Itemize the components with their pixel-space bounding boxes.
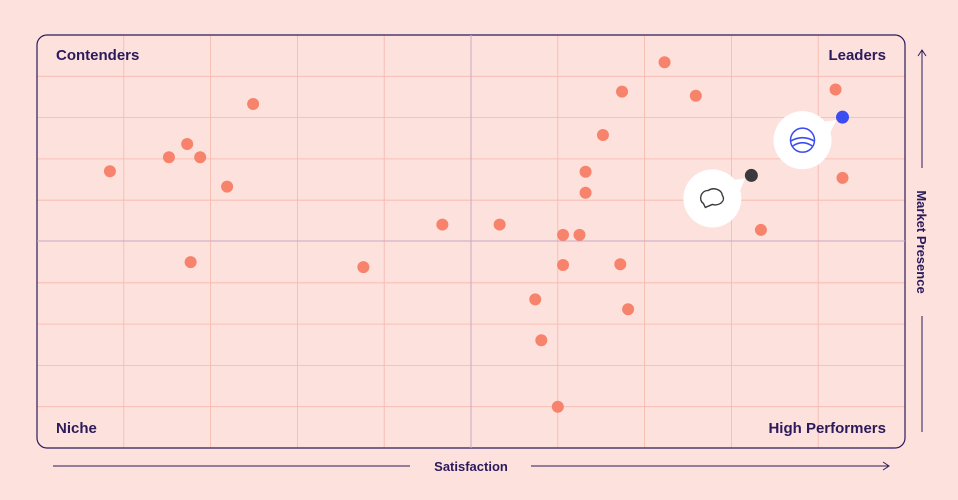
data-point bbox=[614, 258, 627, 271]
data-point bbox=[181, 138, 194, 151]
data-point bbox=[103, 165, 116, 178]
data-point bbox=[596, 128, 609, 141]
data-point bbox=[221, 180, 234, 193]
highlight-point-group bbox=[773, 110, 850, 170]
data-point bbox=[616, 85, 629, 98]
data-point bbox=[658, 56, 671, 69]
data-point bbox=[579, 186, 592, 199]
data-point bbox=[493, 218, 506, 231]
y-axis-label: Market Presence bbox=[914, 190, 929, 293]
data-point bbox=[754, 223, 767, 236]
data-point bbox=[529, 293, 542, 306]
highlight-point-group bbox=[683, 168, 758, 228]
data-point bbox=[357, 261, 370, 274]
data-point bbox=[836, 171, 849, 184]
highlighted-points bbox=[683, 110, 850, 228]
x-axis-arrow-icon bbox=[882, 461, 890, 471]
sphere-logo-icon bbox=[789, 127, 816, 153]
quadrant-label-niche: Niche bbox=[56, 420, 97, 437]
quadrant-label-contenders: Contenders bbox=[56, 47, 139, 64]
highlight-point bbox=[744, 168, 758, 182]
data-point bbox=[557, 228, 570, 241]
callout-bubble bbox=[773, 111, 832, 170]
data-point bbox=[579, 165, 592, 178]
speech-bubble-icon bbox=[699, 188, 725, 209]
callout-bubble bbox=[683, 169, 742, 228]
data-point bbox=[689, 89, 702, 102]
data-point bbox=[184, 256, 197, 269]
data-point bbox=[557, 259, 570, 272]
data-point bbox=[162, 151, 175, 164]
y-axis-arrow-icon bbox=[917, 49, 927, 57]
data-point bbox=[573, 228, 586, 241]
quadrant-label-leaders: Leaders bbox=[828, 47, 886, 64]
data-point bbox=[829, 83, 842, 96]
quadrant-label-high-performers: High Performers bbox=[768, 420, 886, 437]
x-axis-label: Satisfaction bbox=[434, 459, 508, 474]
data-points bbox=[103, 56, 849, 413]
highlight-point bbox=[836, 110, 850, 124]
data-point bbox=[551, 400, 564, 413]
data-point bbox=[247, 97, 260, 110]
data-point bbox=[194, 151, 207, 164]
data-point bbox=[535, 334, 548, 347]
data-point bbox=[436, 218, 449, 231]
data-point bbox=[622, 303, 635, 316]
